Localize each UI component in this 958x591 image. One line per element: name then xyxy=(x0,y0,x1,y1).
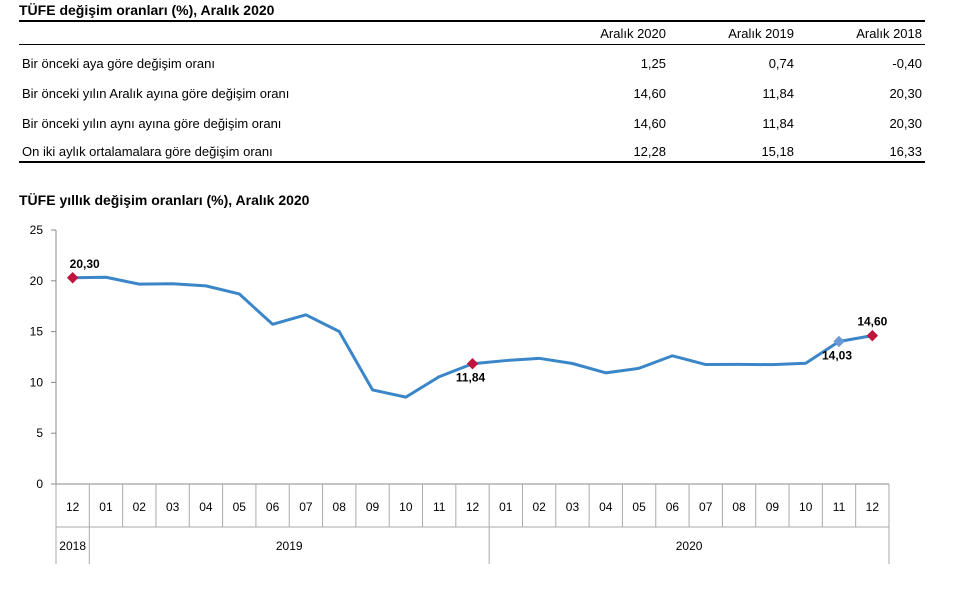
cell-2019: 0,74 xyxy=(768,56,794,71)
x-tick-label: 12 xyxy=(866,500,880,514)
y-tick-label: 15 xyxy=(30,325,44,339)
y-tick-label: 0 xyxy=(36,477,43,491)
x-tick-label: 01 xyxy=(99,500,113,514)
y-tick-label: 5 xyxy=(36,426,43,440)
x-tick-label: 09 xyxy=(366,500,380,514)
x-tick-label: 10 xyxy=(799,500,813,514)
x-year-label: 2018 xyxy=(59,539,86,553)
data-label: 14,03 xyxy=(822,348,852,362)
data-point-marker xyxy=(833,335,845,348)
x-tick-label: 10 xyxy=(399,500,413,514)
x-tick-label: 12 xyxy=(466,500,480,514)
x-tick-label: 08 xyxy=(333,500,347,514)
cell-2018: 20,30 xyxy=(889,86,922,101)
y-tick-label: 25 xyxy=(30,223,44,237)
x-tick-label: 02 xyxy=(532,500,546,514)
table-row: Bir önceki yılın Aralık ayına göre değiş… xyxy=(19,83,925,103)
cell-2020: 14,60 xyxy=(633,86,666,101)
row-label: Bir önceki yılın aynı ayına göre değişim… xyxy=(22,116,282,131)
x-tick-label: 06 xyxy=(266,500,280,514)
chart-title: TÜFE yıllık değişim oranları (%), Aralık… xyxy=(19,192,310,208)
cell-2018: 16,33 xyxy=(889,144,922,159)
cell-2019: 15,18 xyxy=(761,144,794,159)
x-tick-label: 04 xyxy=(599,500,613,514)
x-tick-label: 05 xyxy=(233,500,247,514)
table-row: Bir önceki yılın aynı ayına göre değişim… xyxy=(19,113,925,133)
table-header-row: Aralık 2020 Aralık 2019 Aralık 2018 xyxy=(19,23,925,43)
x-tick-label: 01 xyxy=(499,500,513,514)
row-label: Bir önceki aya göre değişim oranı xyxy=(22,56,215,71)
col-header-2019: Aralık 2019 xyxy=(728,26,794,41)
col-header-2018: Aralık 2018 xyxy=(856,26,922,41)
cell-2018: -0,40 xyxy=(892,56,922,71)
row-label: Bir önceki yılın Aralık ayına göre değiş… xyxy=(22,86,290,101)
cell-2020: 14,60 xyxy=(633,116,666,131)
x-tick-label: 11 xyxy=(433,500,446,514)
cell-2019: 11,84 xyxy=(762,116,794,131)
data-point-marker xyxy=(466,357,479,370)
row-label: On iki aylık ortalamalara göre değişim o… xyxy=(22,144,273,159)
x-tick-label: 03 xyxy=(166,500,180,514)
table-top-rule xyxy=(19,20,925,22)
cell-2020: 12,28 xyxy=(633,144,666,159)
data-point-marker xyxy=(66,272,79,284)
x-tick-label: 07 xyxy=(299,500,313,514)
data-label: 11,84 xyxy=(456,371,486,385)
table-title: TÜFE değişim oranları (%), Aralık 2020 xyxy=(19,2,275,18)
table-row: Bir önceki aya göre değişim oranı 1,25 0… xyxy=(19,53,925,73)
col-header-2020: Aralık 2020 xyxy=(600,26,666,41)
cell-2020: 1,25 xyxy=(640,56,666,71)
x-tick-label: 09 xyxy=(766,500,780,514)
x-tick-label: 06 xyxy=(666,500,680,514)
cell-2018: 20,30 xyxy=(889,116,922,131)
x-year-label: 2020 xyxy=(676,539,703,553)
x-year-label: 2019 xyxy=(276,539,303,553)
y-tick-label: 10 xyxy=(30,375,44,389)
table-header-rule xyxy=(19,44,925,45)
x-tick-label: 08 xyxy=(732,500,746,514)
x-tick-label: 02 xyxy=(133,500,147,514)
x-tick-label: 05 xyxy=(632,500,646,514)
x-tick-label: 04 xyxy=(199,500,213,514)
x-tick-label: 11 xyxy=(833,500,846,514)
x-tick-label: 12 xyxy=(66,500,80,514)
cell-2019: 11,84 xyxy=(762,86,794,101)
y-tick-label: 20 xyxy=(30,274,44,288)
data-label: 20,30 xyxy=(70,257,100,271)
data-point-marker xyxy=(866,329,879,342)
data-label: 14,60 xyxy=(857,315,887,329)
table-row: On iki aylık ortalamalara göre değişim o… xyxy=(19,141,925,161)
table-bottom-rule xyxy=(19,161,925,163)
x-tick-label: 07 xyxy=(699,500,713,514)
x-tick-label: 03 xyxy=(566,500,580,514)
